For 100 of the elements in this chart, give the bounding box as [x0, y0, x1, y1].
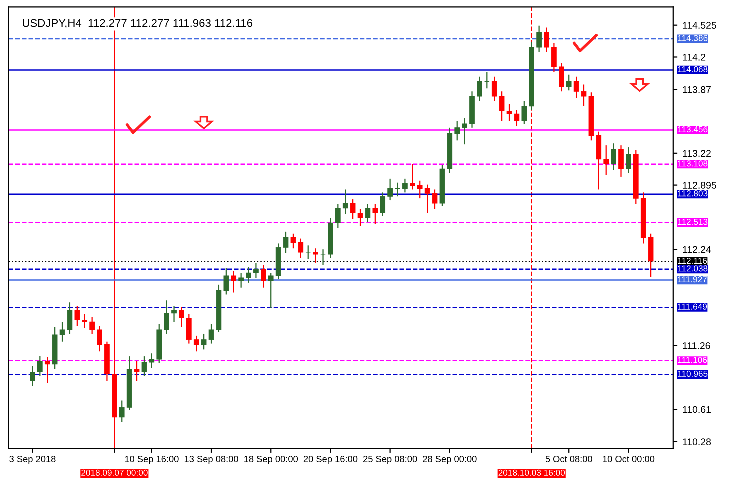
- candlestick: [261, 264, 266, 288]
- candlestick: [424, 184, 430, 214]
- y-tick-label: 110.28: [683, 438, 712, 446]
- candlestick: [38, 356, 43, 377]
- candlestick: [380, 192, 386, 217]
- candlestick: [611, 143, 616, 171]
- candlestick: [484, 71, 490, 90]
- candlestick: [410, 164, 416, 190]
- candlestick: [164, 300, 170, 335]
- text: USDJPY,H4 112.277 112.277 111.963 112.116: [23, 19, 253, 28]
- candlestick: [119, 400, 125, 423]
- candlestick: [254, 262, 259, 279]
- y-tick-label: 111.26: [683, 342, 710, 350]
- ref-line-label: 114.068: [678, 66, 708, 73]
- x-tick-label: 2018.09.07 00:00: [82, 470, 148, 476]
- candlestick: [395, 182, 400, 198]
- candlestick: [149, 353, 155, 369]
- ref-line-label: 110.965: [678, 370, 708, 378]
- candlestick: [186, 314, 192, 344]
- ref-line-label: 111.106: [678, 357, 708, 364]
- candlestick: [604, 145, 610, 176]
- ref-line-label: 111.927: [678, 276, 707, 283]
- y-tick-label: 114.525: [683, 22, 716, 29]
- candlestick: [30, 366, 36, 387]
- candlestick: [432, 189, 438, 210]
- candlestick: [201, 333, 207, 350]
- candlestick: [208, 324, 214, 344]
- candlestick: [60, 322, 66, 342]
- x-tick-label: 5 Oct 08:00: [546, 456, 592, 462]
- x-tick-label: 10 Oct 00:00: [603, 456, 655, 462]
- candlestick: [306, 245, 312, 260]
- candlestick: [552, 42, 557, 73]
- candlestick: [44, 356, 50, 384]
- candlestick: [596, 131, 602, 190]
- y-tick-label: 113.22: [683, 150, 711, 158]
- candlestick: [290, 233, 296, 250]
- ref-line-label: 111.649: [678, 304, 708, 310]
- candlestick: [231, 270, 237, 294]
- candlestick: [544, 27, 550, 53]
- candlestick: [499, 91, 505, 122]
- candlestick: [298, 238, 304, 259]
- candlestick: [574, 76, 580, 100]
- y-tick-label: 112.895: [683, 182, 716, 189]
- x-tick-label: 2018.10.03 16:00: [498, 470, 566, 476]
- candlestick: [283, 231, 289, 254]
- candlestick: [581, 84, 587, 107]
- candlestick: [477, 76, 482, 102]
- candlestick: [566, 74, 572, 92]
- y-tick-label: 114.2: [683, 54, 706, 61]
- candlestick: [506, 104, 512, 122]
- candlestick: [90, 316, 95, 335]
- candlestick: [246, 266, 252, 284]
- candlestick: [82, 314, 88, 329]
- candlestick: [372, 204, 378, 225]
- candlestick: [67, 302, 73, 335]
- candlestick: [179, 306, 184, 328]
- candlestick: [350, 198, 356, 220]
- x-tick-label: 10 Sep 16:00: [125, 456, 179, 464]
- ref-line-label: 114.386: [678, 35, 708, 42]
- candlestick: [342, 189, 348, 215]
- candlestick: [626, 146, 632, 174]
- ref-line-label: 113.456: [678, 126, 708, 133]
- ref-line-label: 113.108: [678, 160, 708, 167]
- candlestick: [224, 268, 230, 296]
- x-tick-label: 20 Sep 16:00: [304, 456, 358, 464]
- y-tick-label: 110.61: [683, 406, 711, 414]
- candlestick: [462, 118, 468, 146]
- candlestick: [358, 208, 364, 227]
- candlestick: [97, 326, 102, 352]
- candlestick: [402, 178, 408, 194]
- ref-line-label: 112.803: [678, 190, 708, 197]
- candlestick: [335, 204, 341, 229]
- candlestick: [134, 360, 140, 382]
- candlestick: [522, 100, 528, 125]
- candlestick: [268, 272, 274, 310]
- candlestick: [172, 306, 177, 323]
- candlestick: [365, 204, 371, 223]
- candlestick: [320, 249, 326, 266]
- candlestick: [417, 180, 423, 200]
- ref-line-label: 112.513: [678, 219, 708, 226]
- candlestick: [536, 25, 542, 53]
- candlestick: [454, 120, 460, 142]
- candlestick: [514, 110, 520, 126]
- x-tick-label: 25 Sep 08:00: [364, 456, 418, 464]
- candlestick: [142, 356, 148, 377]
- candlestick: [194, 335, 200, 352]
- candlestick: [558, 62, 564, 92]
- x-tick-label: 18 Sep 00:00: [244, 456, 298, 464]
- x-tick-label: 3 Sep 2018: [10, 456, 56, 464]
- ref-line-label: 112.116: [678, 258, 708, 264]
- x-tick-label: 28 Sep 00:00: [423, 456, 477, 464]
- candlestick: [313, 248, 318, 264]
- candlestick: [618, 145, 624, 178]
- candlestick: [74, 306, 80, 327]
- candlestick: [238, 272, 244, 288]
- ref-line-label: 112.038: [678, 266, 708, 272]
- y-tick-label: 112.24: [683, 246, 712, 254]
- candlestick: [388, 178, 393, 202]
- candlestick: [492, 76, 498, 102]
- y-tick-label: 113.87: [683, 86, 711, 94]
